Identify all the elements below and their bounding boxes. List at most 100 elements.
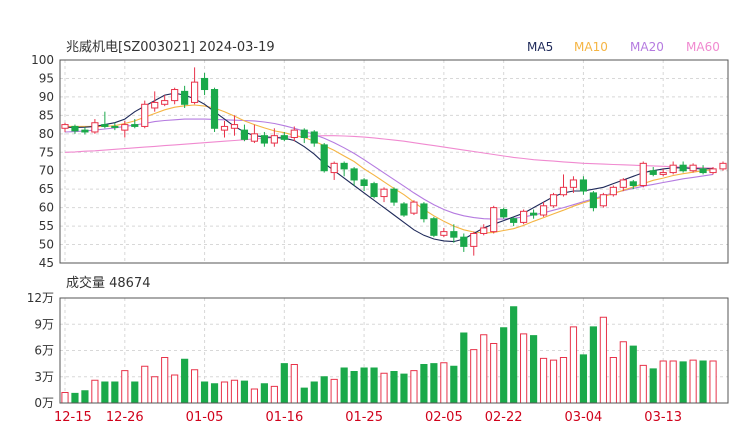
candle-down [101, 124, 109, 127]
date-tick-label: 02-22 [485, 410, 523, 425]
candle-up [220, 125, 229, 131]
candle-up [569, 179, 578, 188]
candle-up [270, 135, 278, 144]
date-tick-label: 03-13 [644, 410, 682, 425]
volume-tick-label: 0万 [34, 396, 54, 410]
volume-bar-down [679, 361, 687, 404]
price-tick-label: 70 [39, 164, 54, 178]
volume-bar-down [81, 390, 89, 404]
candle-up [490, 207, 498, 233]
candle-down [280, 135, 288, 140]
volume-bar-up [559, 357, 568, 404]
volume-bar-down [649, 368, 657, 404]
candle-up [559, 186, 568, 196]
volume-bar-up [161, 357, 169, 404]
volume-bar-down [320, 376, 328, 404]
price-tick-label: 50 [39, 238, 54, 252]
price-tick-label: 80 [39, 127, 54, 141]
volume-bar-up [250, 388, 259, 404]
candle-up [470, 232, 478, 247]
candle-up [161, 100, 169, 105]
candle-up [669, 164, 677, 174]
volume-bar-down [111, 381, 119, 404]
candle-down [649, 170, 657, 175]
volume-bar-up [330, 378, 338, 404]
legend-ma60: MA60 [686, 40, 720, 54]
candle-down [300, 129, 308, 139]
volume-bar-up [191, 369, 199, 404]
candle-up [91, 122, 99, 133]
candle-up [230, 124, 239, 129]
volume-bar-up [380, 372, 388, 404]
price-y-axis: 100 95 90 85 80 75 70 65 60 55 50 45 [31, 53, 54, 270]
candle-up [121, 124, 129, 131]
volume-bar-down [280, 363, 288, 404]
candle-up [141, 103, 149, 127]
candle-down [430, 218, 438, 236]
volume-bar-up [599, 316, 607, 404]
candle-down [390, 188, 398, 203]
volume-bar-up [569, 326, 578, 404]
volume-bar-down [420, 364, 428, 404]
candle-down [500, 208, 508, 218]
candle-up [290, 129, 298, 139]
volume-bar-down [529, 335, 538, 404]
candle-up [619, 179, 627, 188]
candle-down [589, 192, 597, 209]
volume-bar-up [659, 360, 667, 404]
volume-bar-up [639, 364, 647, 404]
candle-down [360, 179, 368, 186]
legend-ma20: MA20 [630, 40, 664, 54]
volume-tick-label: 3万 [34, 370, 54, 384]
volume-bar-down [430, 363, 438, 404]
price-tick-label: 60 [39, 201, 54, 215]
volume-tick-label: 6万 [34, 344, 54, 358]
volume-bar-up [539, 357, 548, 404]
date-tick-label: 03-04 [565, 410, 603, 425]
date-tick-label: 12-26 [106, 410, 144, 425]
price-tick-label: 100 [31, 53, 54, 67]
volume-bar-down [500, 327, 508, 404]
volume-bar-up [480, 334, 488, 404]
candle-down [310, 131, 318, 144]
candle-down [420, 203, 428, 220]
volume-panel-frame [59, 297, 729, 404]
price-tick-label: 55 [39, 219, 54, 233]
candle-up [330, 162, 338, 174]
candle-down [181, 90, 189, 105]
volume-bar-up [440, 362, 448, 404]
volume-bar-up [619, 341, 627, 404]
volume-bar-down [300, 387, 308, 404]
candle-down [240, 129, 249, 140]
volume-bar-up [230, 379, 239, 404]
candle-up [440, 231, 448, 236]
volume-bar-up [520, 333, 528, 404]
volume-bar-up [609, 357, 617, 404]
volume-bar-down [629, 345, 637, 404]
legend-ma10: MA10 [574, 40, 608, 54]
volume-bar-down [131, 381, 139, 404]
volume-bar-up [290, 364, 298, 404]
volume-bar-down [360, 367, 368, 404]
candle-down [350, 168, 358, 181]
volume-bar-down [210, 383, 219, 404]
candle-down [131, 124, 139, 127]
volume-bar-up [270, 385, 278, 404]
volume-bar-down [579, 354, 588, 404]
candle-up [171, 89, 179, 102]
candle-up [609, 186, 617, 196]
volume-title: 成交量 48674 [66, 275, 151, 291]
candle-down [81, 129, 89, 133]
volume-bar-down [370, 367, 378, 404]
candle-up [709, 168, 717, 174]
candle-down [200, 77, 209, 91]
volume-bar-down [260, 383, 268, 404]
volume-bars [61, 306, 717, 404]
volume-tick-label: 12万 [27, 291, 54, 305]
candle-up [61, 124, 69, 129]
candlesticks [61, 67, 727, 256]
candle-down [400, 203, 408, 216]
candle-down [71, 125, 79, 132]
volume-bar-down [240, 380, 249, 404]
candle-down [340, 162, 348, 170]
